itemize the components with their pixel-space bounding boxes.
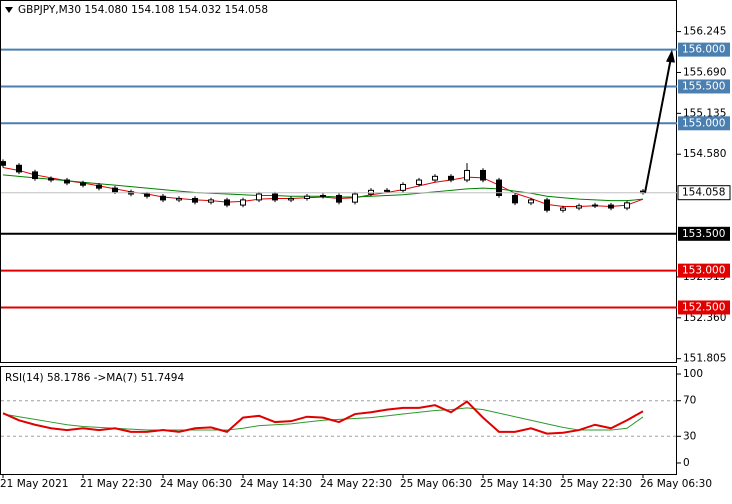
candle-body: [624, 202, 630, 209]
y-tick-label: 151.805: [683, 353, 726, 365]
candle-body: [464, 169, 470, 181]
x-tick-label: 24 May 14:30: [240, 478, 312, 490]
y-tick-label: 152.360: [683, 312, 726, 324]
level-label: 155.500: [682, 80, 725, 92]
candle-body: [592, 204, 598, 207]
level-label: 153.000: [682, 265, 725, 277]
forecast-arrow: [644, 57, 672, 193]
candle-body: [32, 171, 38, 180]
x-tick-label: 26 May 06:30: [640, 478, 712, 490]
candle-body: [400, 183, 406, 191]
candle-body: [576, 205, 582, 209]
main-panel: [0, 0, 677, 363]
rsi-y-tick-label: 30: [683, 430, 696, 442]
rsi-y-tick-label: 70: [683, 395, 696, 407]
x-tick-label: 21 May 2021: [0, 478, 68, 490]
candle-body: [224, 199, 230, 206]
candle-body: [544, 199, 550, 211]
x-tick-label: 25 May 14:30: [480, 478, 552, 490]
candle-body: [256, 193, 262, 201]
candle-body: [288, 197, 294, 201]
candle-body: [208, 199, 214, 203]
candle-body: [416, 179, 422, 185]
candle-body: [144, 193, 150, 197]
candle-body: [496, 179, 502, 196]
level-label-box: [678, 226, 730, 241]
candle-body: [448, 175, 454, 181]
candle-body: [384, 189, 390, 192]
candle-body: [160, 195, 166, 201]
candle-body: [432, 175, 438, 181]
candle-body: [560, 207, 566, 211]
candle-body: [272, 193, 278, 201]
candle-body: [192, 197, 198, 203]
x-tick-label: 21 May 22:30: [80, 478, 152, 490]
candle-body: [512, 194, 518, 204]
candle-body: [368, 189, 374, 195]
candle-body: [240, 199, 246, 206]
level-label: 153.500: [682, 228, 725, 240]
rsi-y-tick-label: 100: [683, 368, 703, 380]
x-tick-label: 25 May 06:30: [400, 478, 472, 490]
candle-body: [48, 178, 54, 181]
candle-body: [320, 194, 326, 197]
level-label-box: [678, 116, 730, 131]
chart-title: GBPJPY,M30 154.080 154.108 154.032 154.0…: [18, 4, 268, 16]
x-tick-label: 24 May 06:30: [160, 478, 232, 490]
rsi-line: [2, 400, 644, 435]
candle-body: [480, 169, 486, 181]
level-label-box: [678, 263, 730, 278]
forecast-arrowhead: [666, 49, 675, 63]
level-label-box: [678, 79, 730, 94]
candle-body: [112, 187, 118, 193]
level-label-box: [678, 42, 730, 57]
candle-body: [608, 204, 614, 209]
rsi-y-tick-label: 0: [683, 457, 690, 469]
level-label: 155.000: [682, 117, 725, 129]
x-tick-label: 25 May 22:30: [560, 478, 632, 490]
rsi-title: RSI(14) 58.1786 ->MA(7) 51.7494: [5, 372, 184, 384]
y-tick-label: 156.245: [683, 26, 726, 38]
collapse-icon[interactable]: [5, 7, 13, 13]
candle-body: [96, 184, 102, 189]
current-price-box: [677, 185, 731, 201]
y-tick-label: 155.690: [683, 66, 726, 78]
candle-body: [16, 164, 22, 173]
candle-body: [80, 182, 86, 186]
rsi-panel: [0, 366, 677, 475]
level-label: 156.000: [682, 44, 725, 56]
candle-body: [0, 161, 6, 166]
y-tick-label: 154.580: [683, 148, 726, 160]
candle-body: [352, 193, 358, 203]
level-label: 152.500: [682, 301, 725, 313]
candle-body: [336, 194, 342, 203]
candle-body: [64, 179, 70, 184]
candle-body: [304, 195, 310, 199]
level-label-box: [678, 300, 730, 315]
candle-body: [176, 197, 182, 201]
current-price-label: 154.058: [682, 187, 725, 199]
candle-body: [528, 199, 534, 204]
x-tick-label: 24 May 22:30: [320, 478, 392, 490]
